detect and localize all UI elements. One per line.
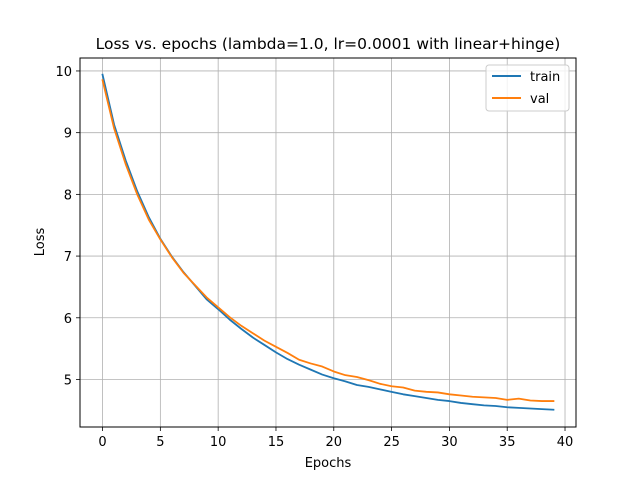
legend-label-val: val bbox=[530, 92, 549, 107]
y-tick-label: 6 bbox=[64, 312, 72, 327]
y-tick-label: 9 bbox=[64, 127, 72, 142]
y-tick-label: 7 bbox=[64, 250, 72, 265]
x-tick-label: 40 bbox=[557, 435, 574, 450]
series-line-val bbox=[101, 79, 555, 402]
x-tick-label: 15 bbox=[268, 435, 285, 450]
y-axis-label: Loss bbox=[33, 228, 48, 257]
x-tick-label: 20 bbox=[326, 435, 343, 450]
y-tick-label: 8 bbox=[64, 188, 72, 203]
x-tick-label: 35 bbox=[499, 435, 516, 450]
legend-label-train: train bbox=[530, 70, 560, 85]
series-lines bbox=[101, 73, 555, 411]
x-tick-label: 30 bbox=[441, 435, 458, 450]
x-axis-label: Epochs bbox=[305, 456, 352, 471]
x-tick-label: 5 bbox=[156, 435, 164, 450]
x-tick-label: 10 bbox=[210, 435, 227, 450]
legend: train val bbox=[485, 64, 570, 112]
x-tick-label: 0 bbox=[98, 435, 106, 450]
grid-lines bbox=[80, 58, 576, 427]
y-tick-label: 5 bbox=[64, 373, 72, 388]
y-tick-label: 10 bbox=[55, 65, 72, 80]
plot-frame bbox=[79, 57, 577, 428]
axis-ticks: 0 5 10 15 20 25 30 35 40 5 6 7 8 9 10 bbox=[55, 65, 573, 450]
x-tick-label: 25 bbox=[383, 435, 400, 450]
chart-title: Loss vs. epochs (lambda=1.0, lr=0.0001 w… bbox=[96, 35, 561, 53]
